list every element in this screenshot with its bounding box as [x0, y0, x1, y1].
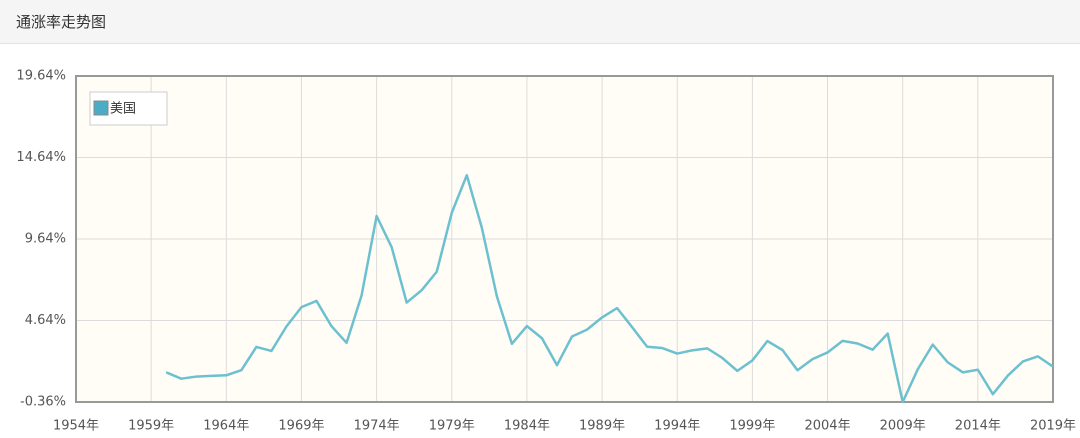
- plot-frame: [75, 75, 1054, 403]
- x-tick-label: 1984年: [504, 419, 550, 434]
- x-tick-label: 1969年: [278, 419, 324, 434]
- legend-label: 美国: [110, 102, 136, 117]
- x-tick-label: 2014年: [955, 419, 1001, 434]
- x-tick-label: 1954年: [53, 419, 99, 434]
- legend-swatch: [93, 100, 109, 116]
- chart: -0.36% 4.64% 9.64% 14.64% 19.64% 1954年 1959年 19…: [16, 69, 1076, 434]
- x-tick-label: 2019年: [1030, 419, 1076, 434]
- header: 通涨率走势图: [0, 0, 1080, 44]
- x-tick-label: 2004年: [804, 419, 850, 434]
- x-tick-label: 1989年: [579, 419, 625, 434]
- x-tick-label: 2009年: [880, 419, 926, 434]
- y-tick-label: 4.64%: [25, 313, 66, 328]
- x-tick-label: 1964年: [203, 419, 249, 434]
- y-tick-label: 14.64%: [16, 150, 66, 165]
- x-tick-label: 1999年: [729, 419, 775, 434]
- x-tick-label: 1974年: [354, 419, 400, 434]
- line-series: [165, 174, 1054, 404]
- y-tick-label: 19.64%: [16, 69, 66, 84]
- y-tick-label: -0.36%: [20, 395, 66, 410]
- x-tick-label: 1959年: [128, 419, 174, 434]
- x-tick-label: 1994年: [654, 419, 700, 434]
- y-tick-label: 9.64%: [25, 232, 66, 247]
- title: 通涨率走势图: [16, 13, 107, 31]
- x-tick-label: 1979年: [429, 419, 475, 434]
